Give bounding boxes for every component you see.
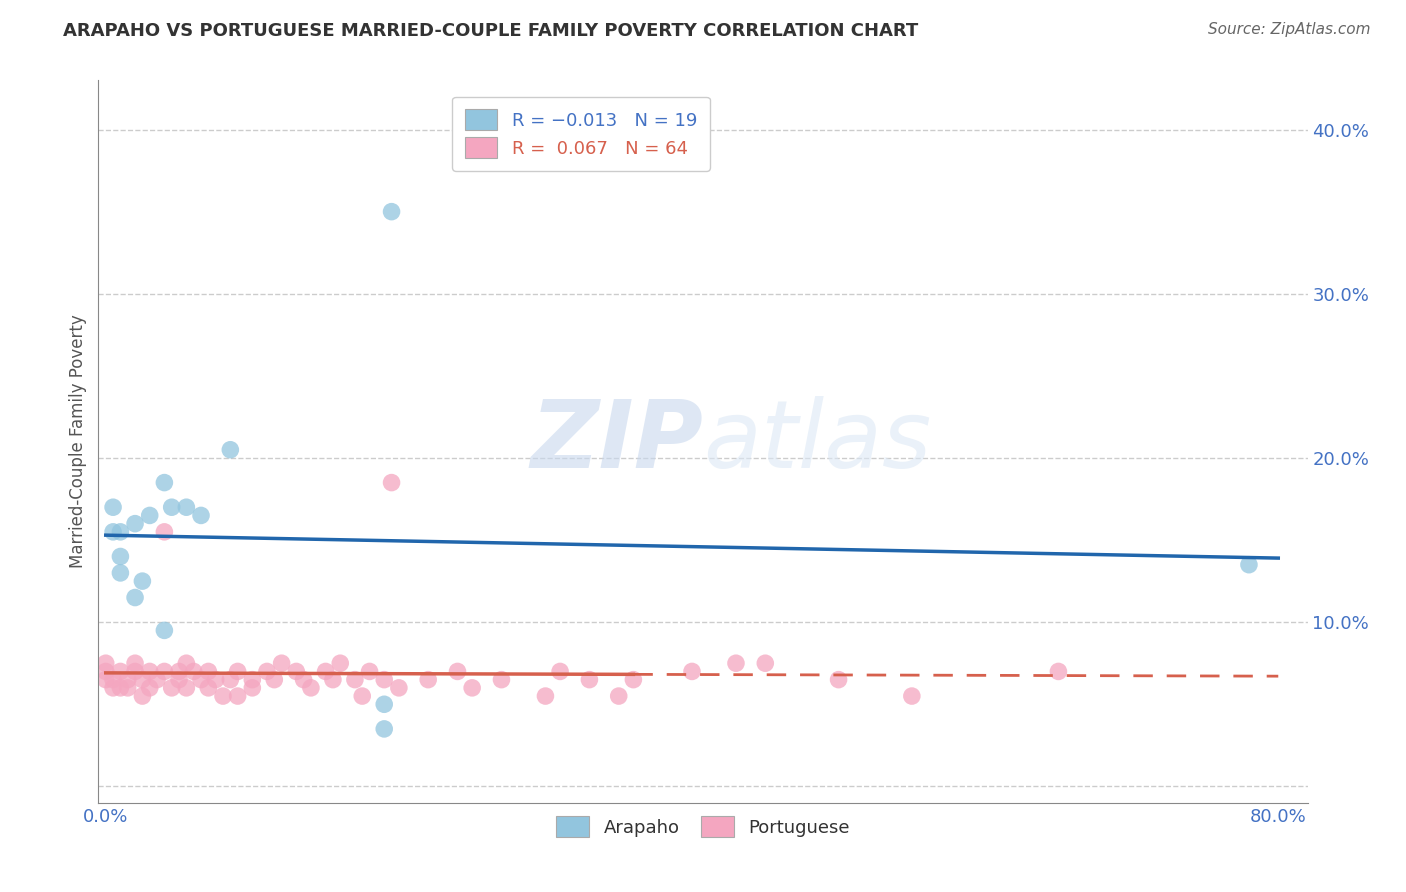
Point (322, 673, 344, 687)
Point (270, 657, 292, 671)
Point (117, 681, 139, 695)
Point (388, 681, 411, 695)
Point (138, 681, 160, 695)
Point (138, 665, 160, 679)
Point (491, 673, 513, 687)
Point (110, 524, 132, 539)
Point (110, 665, 132, 679)
Point (190, 508, 212, 523)
Point (315, 665, 337, 679)
Point (131, 673, 153, 687)
Point (461, 681, 484, 695)
Point (240, 681, 263, 695)
Point (110, 566, 132, 580)
Point (176, 657, 198, 671)
Point (263, 673, 285, 687)
Point (160, 681, 183, 695)
Point (131, 574, 153, 588)
Y-axis label: Married-Couple Family Poverty: Married-Couple Family Poverty (69, 315, 87, 568)
Point (607, 689, 630, 703)
Point (212, 689, 235, 703)
Point (183, 665, 205, 679)
Point (226, 665, 249, 679)
Point (110, 549, 132, 564)
Text: ZIP: ZIP (530, 395, 703, 488)
Point (176, 500, 198, 515)
Point (204, 673, 226, 687)
Point (117, 673, 139, 687)
Legend: Arapaho, Portuguese: Arapaho, Portuguese (550, 809, 856, 845)
Point (138, 508, 160, 523)
Point (380, 204, 402, 219)
Point (681, 665, 703, 679)
Point (724, 657, 747, 671)
Point (219, 673, 242, 687)
Point (578, 673, 600, 687)
Point (329, 657, 352, 671)
Text: atlas: atlas (703, 396, 931, 487)
Point (219, 442, 242, 457)
Point (101, 681, 124, 695)
Point (197, 665, 219, 679)
Point (226, 689, 249, 703)
Point (1047, 665, 1070, 679)
Point (124, 591, 146, 605)
Point (359, 665, 381, 679)
Point (94, 673, 117, 687)
Point (153, 475, 176, 490)
Point (418, 673, 440, 687)
Point (146, 673, 169, 687)
Point (240, 673, 263, 687)
Point (176, 681, 198, 695)
Point (352, 689, 374, 703)
Point (124, 665, 146, 679)
Point (153, 665, 176, 679)
Point (167, 673, 190, 687)
Point (101, 673, 124, 687)
Point (94, 657, 117, 671)
Point (901, 689, 924, 703)
Point (167, 665, 190, 679)
Point (197, 681, 219, 695)
Point (124, 516, 146, 531)
Point (373, 698, 395, 712)
Point (754, 657, 776, 671)
Point (110, 681, 132, 695)
Point (285, 665, 308, 679)
Point (101, 524, 124, 539)
Point (190, 673, 212, 687)
Point (101, 500, 124, 515)
Point (343, 673, 366, 687)
Point (373, 673, 395, 687)
Point (1237, 558, 1260, 572)
Point (153, 624, 176, 638)
Point (292, 673, 315, 687)
Text: ARAPAHO VS PORTUGUESE MARRIED-COUPLE FAMILY POVERTY CORRELATION CHART: ARAPAHO VS PORTUGUESE MARRIED-COUPLE FAM… (63, 22, 918, 40)
Point (380, 475, 402, 490)
Point (94, 665, 117, 679)
Point (548, 665, 571, 679)
Point (621, 673, 644, 687)
Text: Source: ZipAtlas.com: Source: ZipAtlas.com (1208, 22, 1371, 37)
Point (124, 657, 146, 671)
Point (373, 722, 395, 736)
Point (131, 689, 153, 703)
Point (827, 673, 849, 687)
Point (299, 681, 322, 695)
Point (256, 665, 278, 679)
Point (534, 689, 557, 703)
Point (446, 665, 468, 679)
Point (153, 524, 176, 539)
Point (160, 500, 183, 515)
